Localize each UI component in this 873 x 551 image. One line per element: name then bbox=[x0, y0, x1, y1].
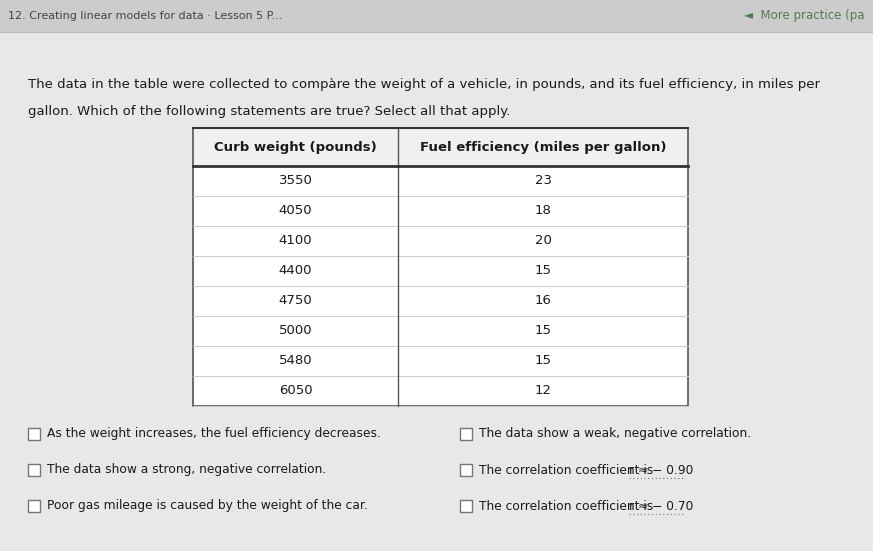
Bar bbox=[460, 464, 472, 476]
Text: Poor gas mileage is caused by the weight of the car.: Poor gas mileage is caused by the weight… bbox=[47, 500, 368, 512]
Text: The correlation coefficient is: The correlation coefficient is bbox=[479, 500, 657, 512]
Text: r ≈ − 0.90: r ≈ − 0.90 bbox=[629, 463, 694, 477]
Bar bbox=[193, 128, 688, 166]
Text: Curb weight (pounds): Curb weight (pounds) bbox=[214, 141, 377, 154]
Text: 18: 18 bbox=[534, 204, 552, 218]
Bar bbox=[28, 428, 40, 440]
Bar bbox=[460, 500, 472, 512]
Bar bbox=[460, 428, 472, 440]
Text: 4400: 4400 bbox=[278, 264, 313, 278]
Text: 6050: 6050 bbox=[278, 385, 313, 397]
Text: 4050: 4050 bbox=[278, 204, 313, 218]
Text: 15: 15 bbox=[534, 325, 552, 338]
Bar bbox=[193, 226, 688, 256]
Bar bbox=[193, 376, 688, 406]
Text: r ≈ − 0.70: r ≈ − 0.70 bbox=[629, 500, 694, 512]
Text: Fuel efficiency (miles per gallon): Fuel efficiency (miles per gallon) bbox=[420, 141, 666, 154]
Text: 20: 20 bbox=[534, 235, 552, 247]
Text: 16: 16 bbox=[534, 294, 552, 307]
Bar bbox=[193, 196, 688, 226]
Text: The data show a strong, negative correlation.: The data show a strong, negative correla… bbox=[47, 463, 327, 477]
Text: 5480: 5480 bbox=[278, 354, 313, 368]
Bar bbox=[193, 316, 688, 346]
Text: 23: 23 bbox=[534, 175, 552, 187]
Text: 5000: 5000 bbox=[278, 325, 313, 338]
Text: 3550: 3550 bbox=[278, 175, 313, 187]
Bar bbox=[193, 256, 688, 286]
Bar bbox=[193, 166, 688, 196]
Text: 4100: 4100 bbox=[278, 235, 313, 247]
Text: 12. Creating linear models for data · Lesson 5 P...: 12. Creating linear models for data · Le… bbox=[8, 11, 283, 21]
Text: 12: 12 bbox=[534, 385, 552, 397]
Bar bbox=[193, 128, 688, 406]
Text: 4750: 4750 bbox=[278, 294, 313, 307]
Bar bbox=[193, 346, 688, 376]
Text: gallon. Which of the following statements are true? Select all that apply.: gallon. Which of the following statement… bbox=[28, 105, 511, 118]
Text: The data show a weak, negative correlation.: The data show a weak, negative correlati… bbox=[479, 428, 751, 440]
Text: As the weight increases, the fuel efficiency decreases.: As the weight increases, the fuel effici… bbox=[47, 428, 381, 440]
Text: The correlation coefficient is: The correlation coefficient is bbox=[479, 463, 657, 477]
Bar bbox=[0, 0, 873, 32]
Bar bbox=[193, 128, 688, 406]
Text: 15: 15 bbox=[534, 264, 552, 278]
Text: 15: 15 bbox=[534, 354, 552, 368]
Bar bbox=[28, 500, 40, 512]
Bar bbox=[193, 286, 688, 316]
Text: ◄  More practice (pa: ◄ More practice (pa bbox=[745, 9, 865, 23]
Text: The data in the table were collected to compàre the weight of a vehicle, in poun: The data in the table were collected to … bbox=[28, 78, 820, 91]
Bar bbox=[28, 464, 40, 476]
